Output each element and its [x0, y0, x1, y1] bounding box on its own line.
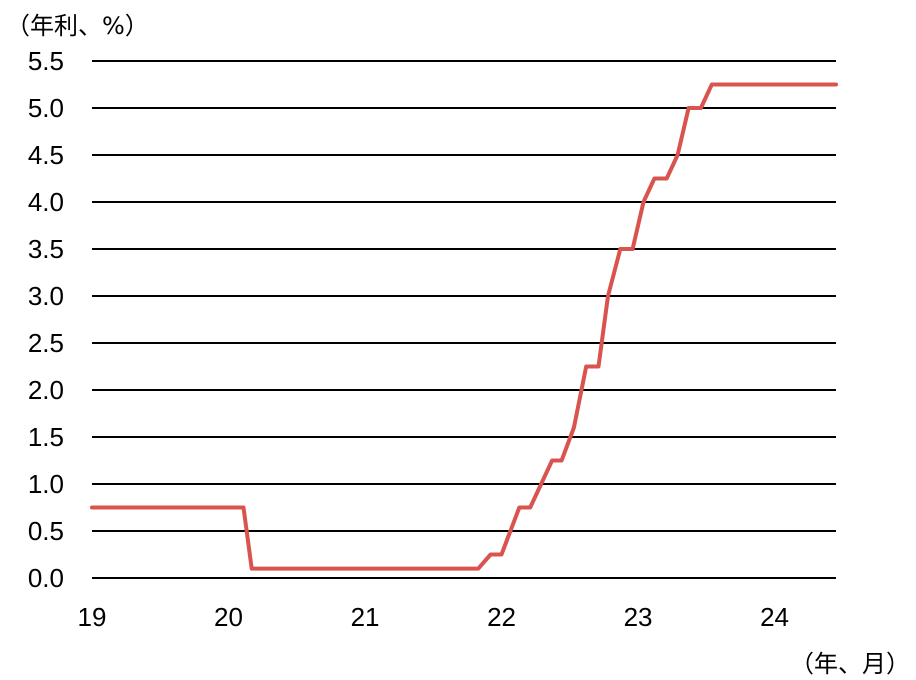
y-tick-label: 1.5	[28, 422, 64, 452]
x-tick-label: 19	[78, 602, 107, 632]
x-tick-label: 24	[760, 602, 789, 632]
y-tick-label: 3.0	[28, 281, 64, 311]
y-tick-label: 2.5	[28, 328, 64, 358]
y-axis-unit-label: （年利、%）	[6, 12, 149, 40]
y-tick-label: 5.5	[28, 46, 64, 76]
x-axis-tick-labels: 19 20 21 22 23 24	[78, 602, 789, 632]
y-tick-label: 0.0	[28, 563, 64, 593]
x-axis-unit-label: （年、月）	[790, 650, 910, 678]
y-tick-label: 4.5	[28, 140, 64, 170]
x-tick-label: 20	[214, 602, 243, 632]
grid-lines	[92, 60, 836, 579]
x-tick-label: 22	[487, 602, 516, 632]
y-tick-label: 1.0	[28, 469, 64, 499]
x-tick-label: 21	[351, 602, 380, 632]
x-tick-label: 23	[624, 602, 653, 632]
y-tick-label: 5.0	[28, 93, 64, 123]
y-axis-tick-labels: 0.0 0.5 1.0 1.5 2.0 2.5 3.0 3.5 4.0 4.5 5.0 5.5	[28, 46, 64, 593]
y-tick-label: 4.0	[28, 187, 64, 217]
y-tick-label: 2.0	[28, 375, 64, 405]
series-layer	[90, 82, 838, 571]
y-tick-label: 0.5	[28, 516, 64, 546]
y-tick-label: 3.5	[28, 234, 64, 264]
series-line-0	[90, 82, 838, 571]
